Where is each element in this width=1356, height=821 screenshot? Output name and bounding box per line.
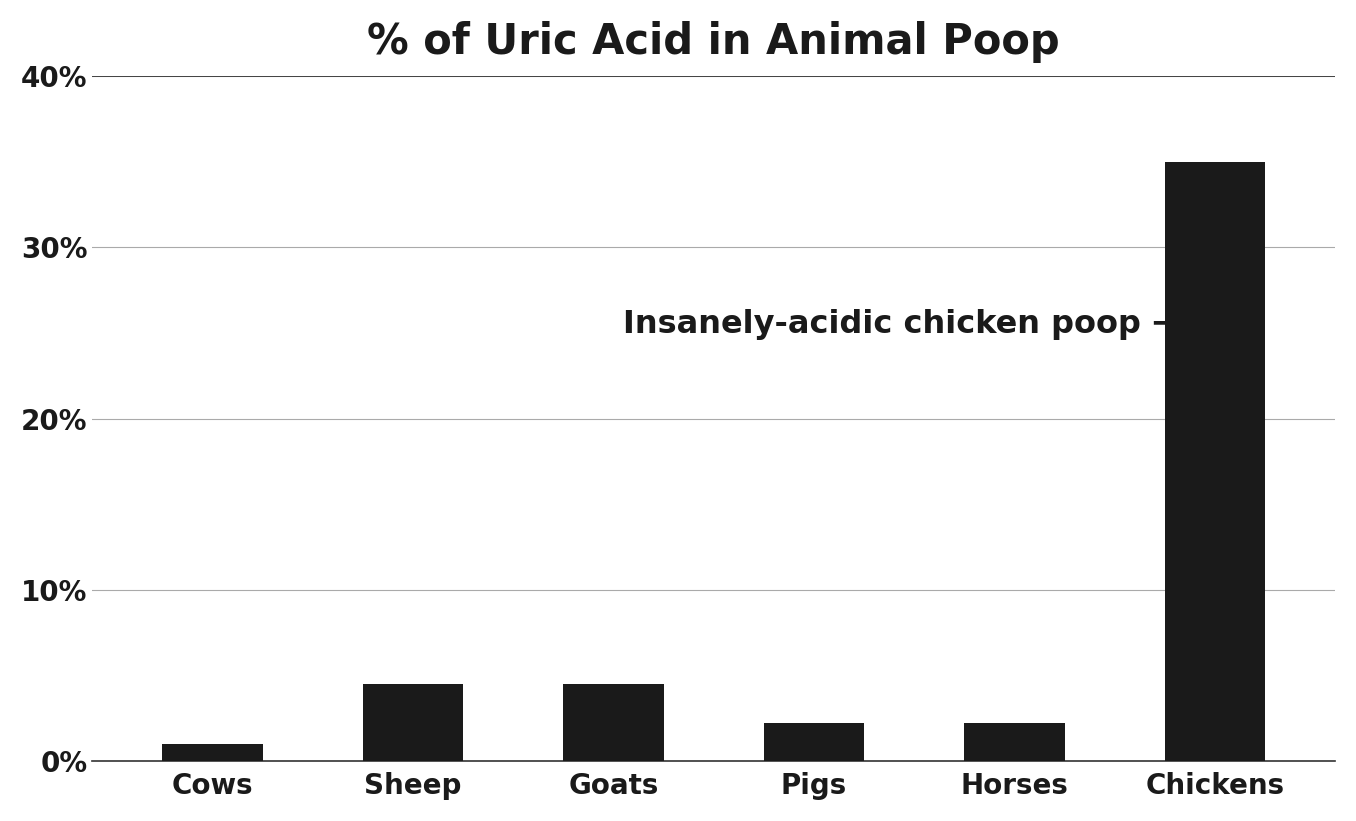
Bar — [563, 684, 663, 761]
Bar — [964, 723, 1064, 761]
Bar — [363, 684, 464, 761]
Bar — [1165, 162, 1265, 761]
Text: Insanely-acidic chicken poop →: Insanely-acidic chicken poop → — [624, 309, 1180, 340]
Title: % of Uric Acid in Animal Poop: % of Uric Acid in Animal Poop — [367, 21, 1060, 63]
Bar — [763, 723, 864, 761]
Bar — [163, 744, 263, 761]
